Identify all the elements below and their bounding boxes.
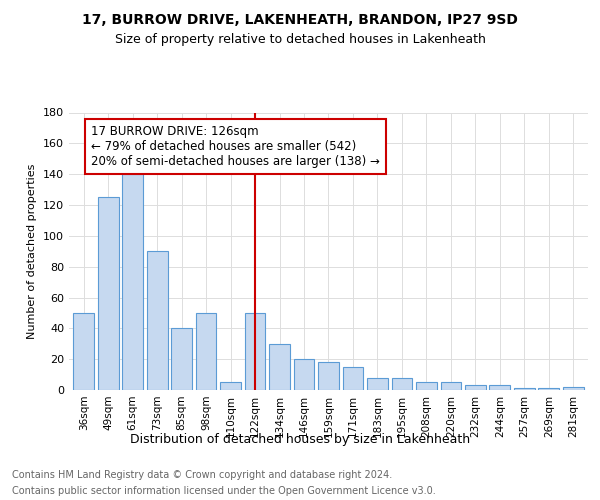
Bar [563, 387, 584, 390]
Bar [538, 388, 559, 390]
Bar [196, 313, 217, 390]
Text: Contains HM Land Registry data © Crown copyright and database right 2024.: Contains HM Land Registry data © Crown c… [12, 470, 392, 480]
Bar [147, 251, 167, 390]
Bar [245, 313, 265, 390]
Bar [98, 198, 119, 390]
Bar [122, 174, 143, 390]
Bar [343, 367, 364, 390]
Bar [171, 328, 192, 390]
Bar [416, 382, 437, 390]
Bar [269, 344, 290, 390]
Bar [73, 313, 94, 390]
Bar [514, 388, 535, 390]
Bar [465, 386, 486, 390]
Bar [318, 362, 339, 390]
Bar [220, 382, 241, 390]
Bar [293, 359, 314, 390]
Bar [440, 382, 461, 390]
Bar [490, 386, 510, 390]
Text: 17 BURROW DRIVE: 126sqm
← 79% of detached houses are smaller (542)
20% of semi-d: 17 BURROW DRIVE: 126sqm ← 79% of detache… [91, 125, 380, 168]
Bar [392, 378, 412, 390]
Text: Contains public sector information licensed under the Open Government Licence v3: Contains public sector information licen… [12, 486, 436, 496]
Y-axis label: Number of detached properties: Number of detached properties [28, 164, 37, 339]
Text: 17, BURROW DRIVE, LAKENHEATH, BRANDON, IP27 9SD: 17, BURROW DRIVE, LAKENHEATH, BRANDON, I… [82, 12, 518, 26]
Text: Distribution of detached houses by size in Lakenheath: Distribution of detached houses by size … [130, 432, 470, 446]
Bar [367, 378, 388, 390]
Text: Size of property relative to detached houses in Lakenheath: Size of property relative to detached ho… [115, 32, 485, 46]
